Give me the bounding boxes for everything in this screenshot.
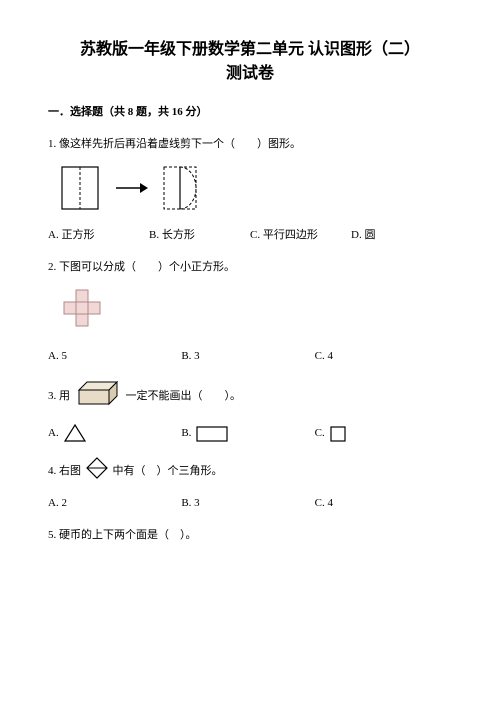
q1-opt-d: D. 圆	[351, 227, 452, 245]
q2-text: 2. 下图可以分成（ ）个小正方形。	[48, 259, 452, 277]
q4-options: A. 2 B. 3 C. 4	[48, 495, 452, 513]
cross-shape-icon	[58, 286, 106, 334]
q3-opt-b: B.	[181, 425, 191, 443]
q5-text: 5. 硬币的上下两个面是（ ）。	[48, 527, 452, 545]
q1-options: A. 正方形 B. 长方形 C. 平行四边形 D. 圆	[48, 227, 452, 245]
q2-opt-b: B. 3	[181, 348, 314, 366]
q4-opt-c: C. 4	[315, 495, 448, 513]
page-title: 苏教版一年级下册数学第二单元 认识图形（二） 测试卷	[48, 38, 452, 86]
triangle-icon	[63, 423, 87, 443]
q4-opt-b: B. 3	[181, 495, 314, 513]
title-line1: 苏教版一年级下册数学第二单元 认识图形（二）	[48, 38, 452, 62]
q2-figure	[58, 286, 452, 334]
q3-opt-c: C.	[315, 425, 325, 443]
q4-pre: 4. 右图	[48, 464, 81, 476]
rectangle-icon	[195, 425, 229, 443]
q2-options: A. 5 B. 3 C. 4	[48, 348, 452, 366]
question-5: 5. 硬币的上下两个面是（ ）。	[48, 527, 452, 545]
cut-shape-icon	[160, 163, 200, 213]
q2-opt-a: A. 5	[48, 348, 181, 366]
arrow-icon	[114, 180, 148, 196]
q3-post: 一定不能画出（ ）。	[126, 390, 242, 402]
q3-options: A. B. C.	[48, 423, 452, 443]
square-icon	[329, 425, 347, 443]
q1-opt-a: A. 正方形	[48, 227, 149, 245]
fold-rect-icon	[58, 163, 102, 213]
question-4: 4. 右图 中有（ ）个三角形。 A. 2 B. 3 C. 4	[48, 457, 452, 513]
q4-opt-a: A. 2	[48, 495, 181, 513]
title-line2: 测试卷	[48, 62, 452, 86]
question-2: 2. 下图可以分成（ ）个小正方形。 A. 5 B. 3 C. 4	[48, 259, 452, 366]
question-1: 1. 像这样先折后再沿着虚线剪下一个（ ）图形。 A. 正方形 B. 长方形 C…	[48, 136, 452, 245]
q3-opt-a: A.	[48, 425, 59, 443]
q1-opt-c: C. 平行四边形	[250, 227, 351, 245]
q1-opt-b: B. 长方形	[149, 227, 250, 245]
q1-figure	[58, 163, 452, 213]
q3-text: 3. 用 一定不能画出（ ）。	[48, 380, 452, 413]
rhombus-icon	[86, 457, 108, 486]
q4-text: 4. 右图 中有（ ）个三角形。	[48, 457, 452, 486]
cuboid-icon	[75, 380, 121, 413]
q4-post: 中有（ ）个三角形。	[113, 464, 223, 476]
question-3: 3. 用 一定不能画出（ ）。 A. B. C.	[48, 380, 452, 443]
q3-pre: 3. 用	[48, 390, 70, 402]
section-header: 一．选择题（共 8 题，共 16 分）	[48, 104, 452, 122]
q1-text: 1. 像这样先折后再沿着虚线剪下一个（ ）图形。	[48, 136, 452, 154]
q2-opt-c: C. 4	[315, 348, 448, 366]
